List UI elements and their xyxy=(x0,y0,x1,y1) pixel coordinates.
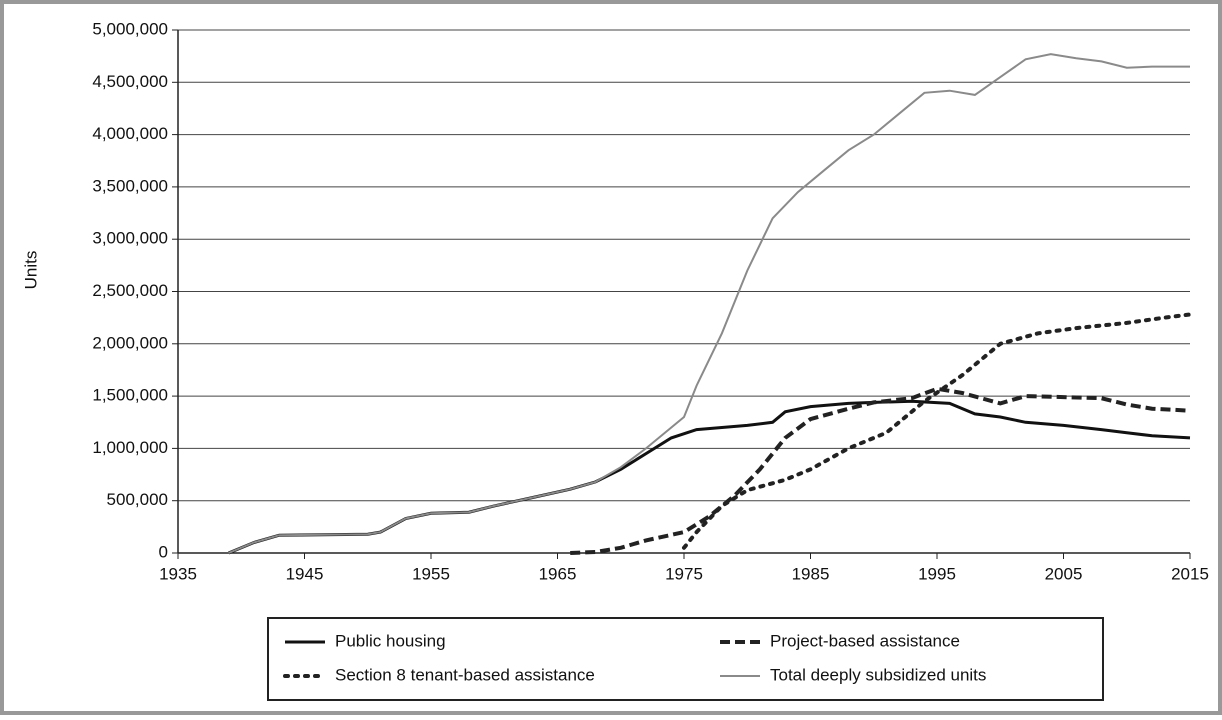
legend-label: Public housing xyxy=(335,631,446,650)
y-axis-title: Units xyxy=(21,251,40,290)
y-tick-label: 4,000,000 xyxy=(92,124,168,143)
legend-box xyxy=(267,617,1104,701)
x-tick-label: 1995 xyxy=(918,564,956,583)
x-tick-label: 1955 xyxy=(412,564,450,583)
series-line xyxy=(228,53,1190,554)
legend-label: Project-based assistance xyxy=(770,631,960,650)
series-line xyxy=(682,312,1192,550)
y-tick-label: 3,500,000 xyxy=(92,176,168,195)
legend-label: Total deeply subsidized units xyxy=(770,665,986,684)
y-tick-label: 500,000 xyxy=(107,490,168,509)
series-line xyxy=(570,386,1191,555)
x-tick-label: 1935 xyxy=(159,564,197,583)
legend-label: Section 8 tenant-based assistance xyxy=(335,665,595,684)
y-tick-label: 2,000,000 xyxy=(92,333,168,352)
x-tick-label: 2015 xyxy=(1171,564,1209,583)
x-tick-label: 1985 xyxy=(792,564,830,583)
x-tick-label: 1945 xyxy=(286,564,324,583)
y-tick-label: 5,000,000 xyxy=(92,19,168,38)
x-tick-label: 2005 xyxy=(1045,564,1083,583)
series-line xyxy=(228,399,1191,555)
x-tick-label: 1965 xyxy=(539,564,577,583)
y-tick-label: 0 xyxy=(159,542,168,561)
y-tick-label: 2,500,000 xyxy=(92,281,168,300)
x-tick-label: 1975 xyxy=(665,564,703,583)
y-tick-label: 3,000,000 xyxy=(92,229,168,248)
y-tick-label: 4,500,000 xyxy=(92,72,168,91)
y-tick-label: 1,500,000 xyxy=(92,386,168,405)
y-tick-label: 1,000,000 xyxy=(92,438,168,457)
